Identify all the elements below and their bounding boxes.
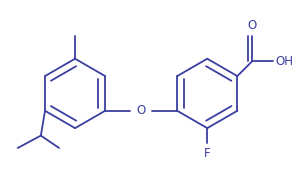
- Text: F: F: [204, 147, 211, 160]
- Text: OH: OH: [275, 55, 293, 68]
- Text: O: O: [248, 19, 257, 32]
- Text: O: O: [136, 104, 146, 117]
